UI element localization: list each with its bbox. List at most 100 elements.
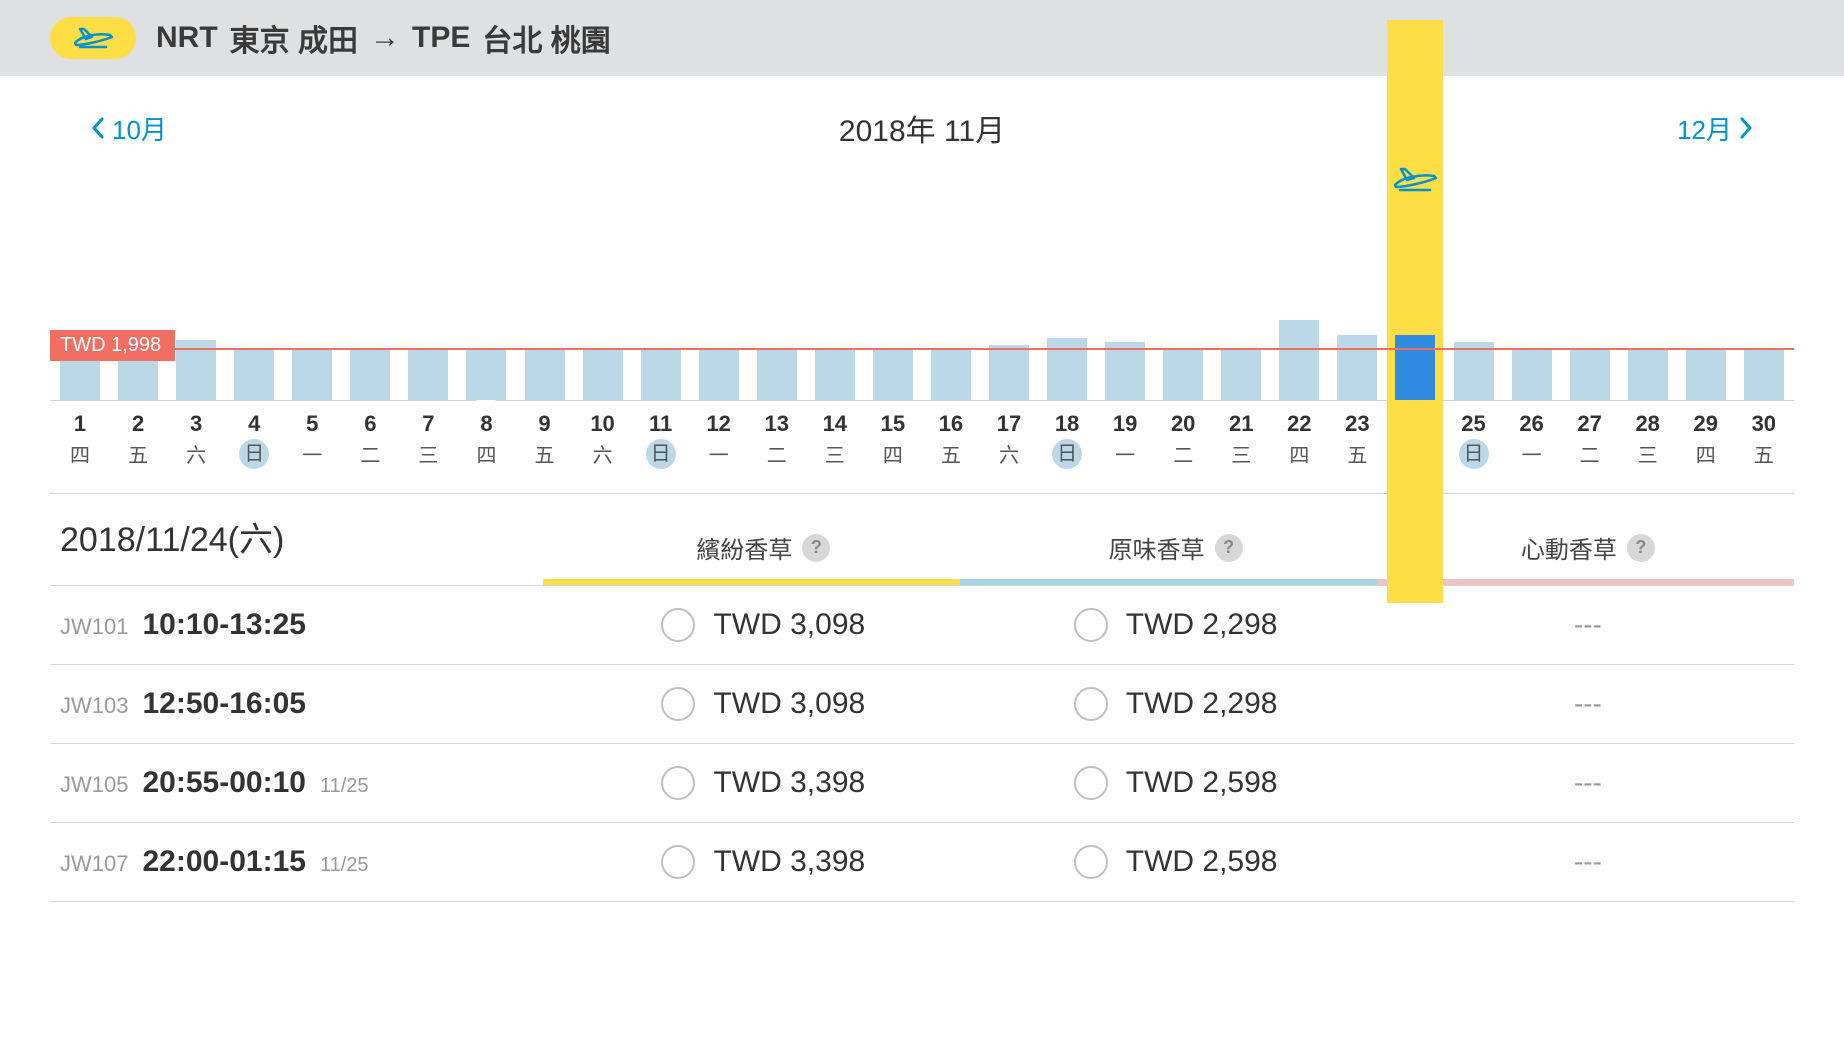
flights-table: 2018/11/24(六) 繽紛香草?原味香草?心動香草? JW10110:10… — [50, 493, 1794, 902]
price-bar[interactable] — [525, 350, 565, 400]
origin-code: NRT — [156, 21, 218, 55]
price-bar[interactable] — [873, 350, 913, 400]
fare-class-underline — [960, 579, 1377, 585]
chevron-left-icon — [90, 116, 106, 140]
calendar-day[interactable]: 28三 — [1628, 411, 1668, 469]
dest-code: TPE — [412, 21, 470, 55]
price-bar[interactable] — [757, 350, 797, 400]
calendar-day[interactable]: 3六 — [176, 411, 216, 469]
calendar-day[interactable]: 8四 — [466, 411, 506, 469]
fare-price-cell[interactable]: TWD 2,598 — [969, 744, 1381, 822]
price-bar[interactable] — [350, 350, 390, 400]
price-bar[interactable] — [1221, 350, 1261, 400]
calendar-day[interactable]: 23五 — [1337, 411, 1377, 469]
calendar-day[interactable]: 26一 — [1512, 411, 1552, 469]
fare-radio[interactable] — [661, 608, 695, 642]
calendar-day[interactable]: 16五 — [931, 411, 971, 469]
price-bar[interactable] — [583, 350, 623, 400]
calendar-day[interactable]: 30五 — [1744, 411, 1784, 469]
calendar-day[interactable]: 17六 — [989, 411, 1029, 469]
origin-name: 東京 成田 — [230, 16, 358, 60]
calendar-day[interactable]: 19一 — [1105, 411, 1145, 469]
calendar-day[interactable]: 5一 — [292, 411, 332, 469]
flight-time: 22:00-01:15 — [142, 845, 305, 879]
fare-class-header: 心動香草? — [1382, 512, 1794, 579]
calendar-day[interactable]: 9五 — [525, 411, 565, 469]
calendar-day[interactable]: 29四 — [1686, 411, 1726, 469]
price-bar[interactable] — [989, 345, 1029, 400]
chevron-right-icon — [1738, 116, 1754, 140]
price-bar[interactable] — [1395, 335, 1435, 400]
help-icon[interactable]: ? — [802, 534, 830, 562]
fare-price-cell[interactable]: TWD 2,598 — [969, 823, 1381, 901]
calendar-day[interactable]: 10六 — [583, 411, 623, 469]
fare-price: TWD 3,398 — [713, 766, 865, 800]
price-bar[interactable] — [1744, 350, 1784, 400]
calendar-day[interactable]: 11日 — [641, 411, 681, 469]
fare-price-cell[interactable]: TWD 2,298 — [969, 586, 1381, 664]
fare-price-cell[interactable]: TWD 3,098 — [557, 665, 969, 743]
fare-radio[interactable] — [1074, 608, 1108, 642]
price-bar[interactable] — [1163, 350, 1203, 400]
day-of-week: 四 — [1279, 439, 1319, 468]
price-bar[interactable] — [234, 350, 274, 400]
price-bar[interactable] — [815, 350, 855, 400]
price-bar[interactable] — [699, 350, 739, 400]
calendar-day[interactable]: 27二 — [1570, 411, 1610, 469]
day-of-week: 四 — [60, 439, 100, 468]
fare-radio[interactable] — [661, 845, 695, 879]
price-bar[interactable] — [1686, 350, 1726, 400]
price-bar[interactable] — [1570, 350, 1610, 400]
price-bar[interactable] — [931, 350, 971, 400]
day-of-week: 三 — [1221, 439, 1261, 468]
calendar-day[interactable]: 1四 — [60, 411, 100, 469]
help-icon[interactable]: ? — [1215, 534, 1243, 562]
help-icon[interactable]: ? — [1627, 534, 1655, 562]
fare-price-cell[interactable]: TWD 3,098 — [557, 586, 969, 664]
fare-radio[interactable] — [1074, 687, 1108, 721]
fare-price: TWD 2,298 — [1126, 687, 1278, 721]
price-bar[interactable] — [641, 350, 681, 400]
price-bar[interactable] — [1628, 350, 1668, 400]
fare-radio[interactable] — [1074, 766, 1108, 800]
next-month-button[interactable]: 12月 — [1677, 110, 1754, 147]
fare-price-cell[interactable]: TWD 2,298 — [969, 665, 1381, 743]
price-bar[interactable] — [408, 350, 448, 400]
price-bar[interactable] — [1512, 350, 1552, 400]
calendar-day[interactable]: 22四 — [1279, 411, 1319, 469]
price-unavailable: --- — [1574, 767, 1602, 799]
calendar-day[interactable]: 21三 — [1221, 411, 1261, 469]
fare-price: TWD 2,298 — [1126, 608, 1278, 642]
day-number: 3 — [176, 411, 216, 437]
fare-price-cell[interactable]: TWD 3,398 — [557, 823, 969, 901]
price-bar[interactable] — [1337, 335, 1377, 400]
calendar-day[interactable]: 13二 — [757, 411, 797, 469]
fare-price-cell[interactable]: TWD 3,398 — [557, 744, 969, 822]
calendar-day[interactable]: 15四 — [873, 411, 913, 469]
calendar-day[interactable]: 2五 — [118, 411, 158, 469]
day-of-week: 日 — [1047, 439, 1087, 469]
calendar-day[interactable]: 14三 — [815, 411, 855, 469]
calendar-day[interactable]: 4日 — [234, 411, 274, 469]
price-bar[interactable] — [1279, 320, 1319, 400]
flight-info: JW10312:50-16:05 — [50, 665, 557, 743]
selected-day-highlight — [1387, 20, 1443, 603]
fare-radio[interactable] — [1074, 845, 1108, 879]
price-bar[interactable] — [1454, 342, 1494, 400]
price-bar[interactable] — [466, 350, 506, 400]
calendar-day[interactable]: 20二 — [1163, 411, 1203, 469]
prev-month-button[interactable]: 10月 — [90, 110, 167, 147]
calendar-day[interactable]: 6二 — [350, 411, 390, 469]
calendar-day[interactable]: 25日 — [1454, 411, 1494, 469]
day-of-week: 日 — [641, 439, 681, 469]
calendar-day[interactable]: 7三 — [408, 411, 448, 469]
price-bar[interactable] — [1105, 342, 1145, 400]
calendar-day[interactable]: 12一 — [699, 411, 739, 469]
price-bar[interactable] — [292, 350, 332, 400]
fare-radio[interactable] — [661, 687, 695, 721]
fare-radio[interactable] — [661, 766, 695, 800]
calendar-day[interactable]: 18日 — [1047, 411, 1087, 469]
flight-nextday: 11/25 — [320, 854, 369, 877]
day-number: 16 — [931, 411, 971, 437]
day-number: 13 — [757, 411, 797, 437]
